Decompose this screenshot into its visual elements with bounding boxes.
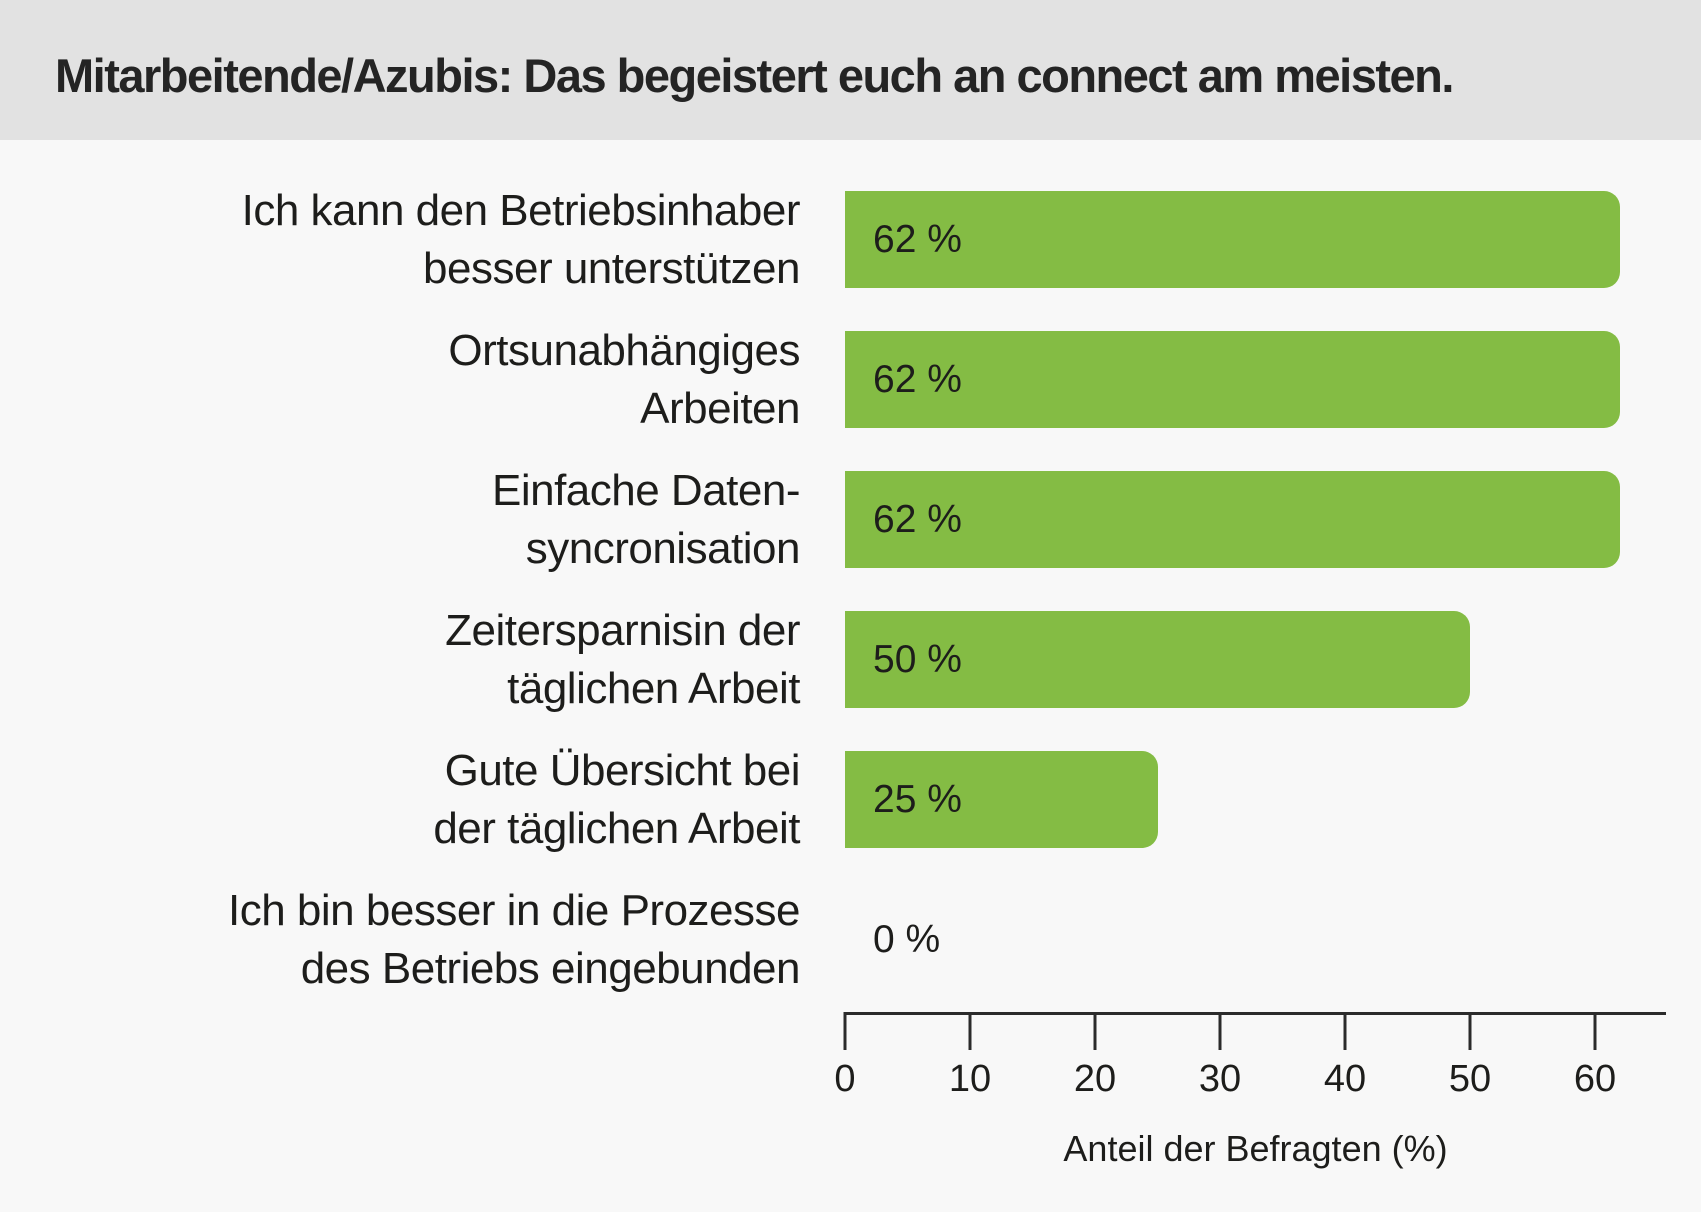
title-bar: Mitarbeitende/Azubis: Das begeistert euc… (0, 0, 1701, 140)
bar-row: Gute Übersicht bei der täglichen Arbeit … (0, 746, 1701, 853)
category-label: Ortsunabhängiges Arbeiten (448, 325, 800, 433)
bar-zone: 62 % (845, 191, 1701, 288)
bar-zone: 62 % (845, 331, 1701, 428)
bar-row: Einfache Daten- syncronisation 62 % (0, 466, 1701, 573)
x-axis-line (845, 1012, 1666, 1015)
value-label: 62 % (873, 357, 962, 401)
category-label: Ich bin besser in die Prozesse des Betri… (228, 885, 800, 993)
x-axis-tick (1218, 1012, 1222, 1050)
x-axis-tick (1343, 1012, 1347, 1050)
x-axis-tick-label: 60 (1573, 1058, 1617, 1100)
bar (845, 471, 1620, 568)
bar-row: Ich bin besser in die Prozesse des Betri… (0, 886, 1701, 993)
x-axis-tick (968, 1012, 972, 1050)
bar-zone: 50 % (845, 611, 1701, 708)
bar-row: Ich kann den Betriebsinhaber besser unte… (0, 186, 1701, 293)
bar-zone: 0 % (845, 891, 1701, 988)
bar-row: Zeitersparnisin der täglichen Arbeit 50 … (0, 606, 1701, 713)
x-axis-tick-label: 20 (1073, 1058, 1117, 1100)
value-label: 50 % (873, 637, 962, 681)
bar (845, 191, 1620, 288)
x-axis-tick (843, 1012, 847, 1050)
category-label: Gute Übersicht bei der täglichen Arbeit (433, 745, 800, 853)
value-label: 62 % (873, 497, 962, 541)
x-axis-tick-label: 50 (1448, 1058, 1492, 1100)
value-label: 0 % (873, 917, 941, 961)
x-axis-tick-label: 0 (834, 1058, 856, 1100)
x-axis-tick-label: 40 (1323, 1058, 1367, 1100)
bar (845, 331, 1620, 428)
bar (845, 611, 1470, 708)
category-label: Einfache Daten- syncronisation (491, 465, 801, 573)
x-axis-tick (1593, 1012, 1597, 1050)
bar-zone: 25 % (845, 751, 1701, 848)
bar-zone: 62 % (845, 471, 1701, 568)
x-axis-title: Anteil der Befragten (%) (1063, 1128, 1448, 1169)
bar-row: Ortsunabhängiges Arbeiten 62 % (0, 326, 1701, 433)
x-axis-tick (1093, 1012, 1097, 1050)
x-axis-tick-label: 10 (948, 1058, 992, 1100)
category-label: Zeitersparnisin der täglichen Arbeit (445, 605, 800, 713)
chart-title: Mitarbeitende/Azubis: Das begeistert euc… (55, 48, 1454, 102)
bar (845, 751, 1158, 848)
x-axis-tick (1468, 1012, 1472, 1050)
category-label: Ich kann den Betriebsinhaber besser unte… (241, 185, 801, 293)
value-label: 62 % (873, 217, 962, 261)
x-axis: 0 10 20 30 40 50 60 Anteil der Befragten (%) (834, 1012, 1666, 1212)
x-axis-tick-label: 30 (1198, 1058, 1242, 1100)
value-label: 25 % (873, 777, 962, 821)
